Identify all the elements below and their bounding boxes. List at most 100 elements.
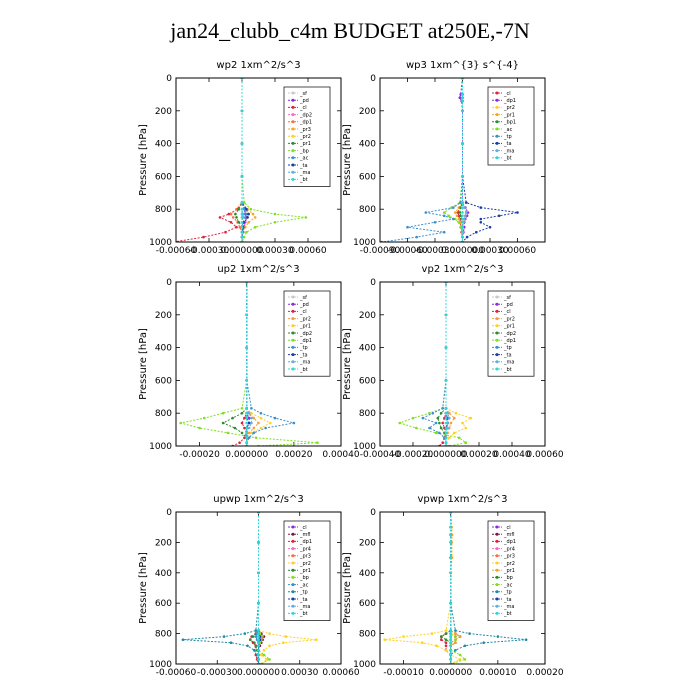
legend-marker bbox=[495, 324, 499, 328]
legend-marker bbox=[291, 532, 295, 536]
data-point-pd bbox=[247, 416, 251, 420]
data-point-bt bbox=[449, 629, 453, 632]
data-point-bt bbox=[461, 206, 464, 209]
legend-label: _dp2 bbox=[299, 331, 312, 337]
legend-marker bbox=[495, 105, 499, 109]
data-point-cl bbox=[202, 235, 205, 239]
chart-title: wp2 1xm^2/s^3 bbox=[216, 60, 300, 71]
data-point-bp bbox=[249, 207, 253, 211]
data-point-dp2 bbox=[233, 426, 237, 430]
data-point-dp2 bbox=[240, 431, 244, 435]
data-point-pr1 bbox=[454, 632, 457, 635]
data-point-tp bbox=[264, 426, 267, 430]
data-point-bt bbox=[240, 109, 244, 113]
legend-marker bbox=[495, 295, 499, 299]
data-point-pr2 bbox=[252, 416, 256, 420]
y-axis-label: Pressure [hPa] bbox=[342, 124, 353, 196]
data-point-pr2 bbox=[257, 421, 260, 425]
data-point-dp1 bbox=[415, 426, 418, 430]
legend-label: _bt bbox=[503, 611, 512, 617]
legend-marker bbox=[291, 367, 295, 371]
data-point-ta bbox=[246, 216, 249, 219]
legend-label: _sf bbox=[503, 295, 511, 301]
x-tick-label: 0.000000 bbox=[441, 246, 484, 256]
data-point-bt bbox=[461, 235, 464, 239]
data-point-ta bbox=[497, 214, 501, 218]
data-point-tp bbox=[250, 407, 253, 410]
x-tick-label: 0.00060 bbox=[289, 246, 326, 256]
data-point-tp bbox=[246, 644, 249, 648]
legend-marker bbox=[291, 547, 295, 551]
data-point-ac bbox=[254, 635, 258, 638]
legend-label: _ta bbox=[503, 141, 512, 147]
y-axis-label: Pressure [hPa] bbox=[342, 328, 353, 400]
data-point-pr1 bbox=[458, 635, 462, 638]
data-point-pr1 bbox=[237, 221, 240, 224]
legend-label: _tp bbox=[299, 590, 308, 596]
series-line-pr2 bbox=[445, 282, 455, 446]
data-point-dp1 bbox=[398, 421, 402, 425]
data-point-dp1 bbox=[464, 441, 468, 445]
legend-marker bbox=[495, 156, 499, 160]
data-point-bp1 bbox=[459, 206, 463, 209]
data-point-dp1 bbox=[226, 431, 230, 435]
legend-label: _bp bbox=[503, 575, 513, 581]
x-tick-label: -0.00060 bbox=[156, 246, 197, 256]
data-point-pr1 bbox=[461, 421, 464, 425]
x-tick-label: -0.00020 bbox=[393, 450, 434, 460]
legend-marker bbox=[495, 120, 499, 124]
legend-label: _tp bbox=[503, 590, 512, 596]
data-point-pr2 bbox=[268, 632, 271, 635]
data-point-bp bbox=[242, 235, 246, 239]
data-point-tp bbox=[247, 436, 251, 440]
series-line-cl bbox=[439, 282, 447, 446]
legend-marker bbox=[291, 324, 295, 328]
x-tick-label: -0.00010 bbox=[383, 668, 424, 678]
series-line-ma bbox=[246, 282, 252, 446]
y-tick-label: 800 bbox=[359, 409, 376, 419]
legend-marker bbox=[495, 338, 499, 342]
data-point-cl bbox=[229, 221, 233, 224]
series-line-dp1 bbox=[440, 512, 452, 664]
data-point-pr3 bbox=[253, 216, 257, 219]
data-point-bp bbox=[444, 632, 448, 635]
data-point-bt bbox=[257, 632, 260, 635]
data-point-bp bbox=[262, 653, 266, 657]
data-point-bt bbox=[245, 441, 248, 445]
data-point-bt bbox=[461, 175, 464, 178]
data-point-dp1 bbox=[459, 93, 463, 96]
data-point-tp bbox=[442, 230, 446, 234]
legend-label: _dp1 bbox=[503, 338, 516, 344]
legend-label: _pr1 bbox=[299, 324, 311, 330]
legend-label: _pr1 bbox=[299, 141, 311, 147]
data-point-dp1 bbox=[221, 411, 225, 415]
x-tick-label: 0.000000 bbox=[425, 450, 468, 460]
data-point-pr1 bbox=[235, 216, 238, 219]
data-point-dp2 bbox=[439, 426, 443, 430]
data-point-bt bbox=[444, 313, 448, 317]
data-point-pr3 bbox=[247, 221, 250, 224]
data-point-tp bbox=[252, 431, 256, 435]
data-point-tp bbox=[454, 649, 457, 652]
legend-marker bbox=[291, 134, 295, 138]
data-point-bt bbox=[257, 658, 260, 661]
data-point-dp1 bbox=[238, 225, 242, 229]
chart-title: wp3 1xm^{3} s^{-4} bbox=[406, 60, 519, 71]
data-point-ta bbox=[242, 221, 246, 224]
legend-marker bbox=[291, 353, 295, 357]
data-point-bt bbox=[449, 649, 453, 652]
data-point-bt bbox=[240, 230, 244, 234]
data-point-pr2 bbox=[252, 426, 256, 430]
y-tick-label: 400 bbox=[359, 140, 376, 150]
data-point-bt bbox=[461, 225, 464, 229]
data-point-ma bbox=[448, 416, 451, 420]
data-point-tp bbox=[243, 632, 247, 635]
legend-marker bbox=[291, 525, 295, 529]
data-point-pr1 bbox=[464, 426, 468, 430]
data-point-bt bbox=[461, 221, 464, 224]
data-point-bt bbox=[444, 421, 448, 425]
data-point-bt bbox=[444, 436, 448, 440]
legend-marker bbox=[291, 170, 295, 174]
x-tick-label: 0.000000 bbox=[429, 668, 472, 678]
